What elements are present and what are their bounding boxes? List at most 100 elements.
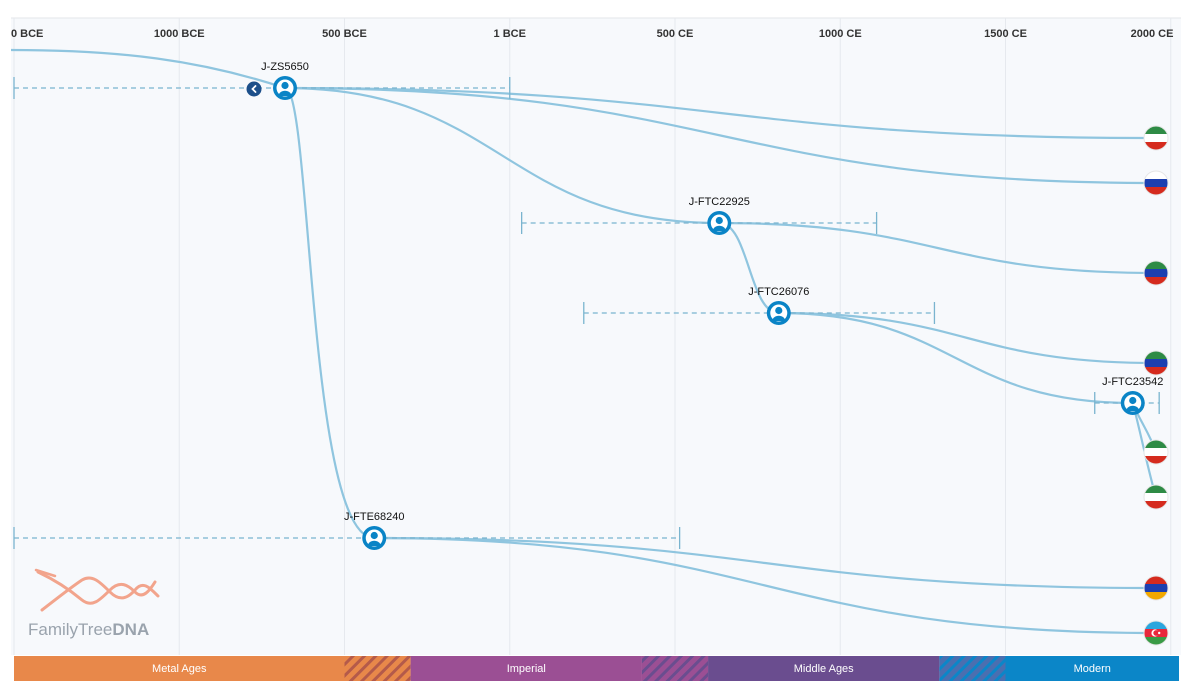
flag-stripes: [1144, 171, 1168, 195]
flag-border: [1143, 350, 1169, 376]
country-flags: [1143, 125, 1169, 646]
flag-azerbaijan-icon: [1143, 620, 1169, 646]
axis-tick-label: 2000 CE: [1131, 28, 1174, 40]
flag-stripe: [1144, 261, 1168, 270]
person-icon-body: [772, 315, 786, 321]
flag-armenia-icon: [1143, 575, 1169, 601]
flag-tatarstan-icon: [1143, 484, 1169, 510]
flag-border: [1143, 170, 1169, 196]
era-label: Imperial: [507, 663, 546, 675]
grid-lines: [13, 18, 1172, 655]
axis-tick-label: 500 BCE: [322, 28, 367, 40]
branch-line: [374, 536, 1157, 590]
flag-border: [1143, 484, 1169, 510]
dna-helix-icon: [34, 568, 160, 612]
tree-node[interactable]: J-ZS5650: [261, 61, 309, 100]
era-label: Metal Ages: [152, 663, 207, 675]
flag-stripes: [1144, 126, 1168, 150]
branch-lines: [10, 48, 1158, 635]
flag-stripe: [1144, 448, 1168, 457]
flag-stripe: [1144, 277, 1168, 285]
era-segment: [1005, 656, 1180, 681]
axis-tick-label: 0 BCE: [11, 28, 43, 40]
flag-border: [1143, 575, 1169, 601]
flag-stripe: [1144, 501, 1168, 509]
era-segment: [708, 656, 940, 681]
flag-border: [1143, 260, 1169, 286]
era-segment: [344, 656, 411, 681]
node-label: J-FTE68240: [344, 511, 405, 523]
flag-stripe: [1144, 493, 1168, 502]
familytreedna-logo: FamilyTreeDNA: [28, 568, 160, 639]
node-label: J-FTC22925: [689, 196, 750, 208]
flag-stripe: [1144, 367, 1168, 375]
back-button-circle: [246, 81, 262, 97]
flag-stripe: [1144, 485, 1168, 494]
flag-stripes: [1144, 576, 1168, 600]
flag-stripe: [1144, 142, 1168, 150]
flag-border: [1143, 620, 1169, 646]
age-ranges: [13, 77, 1160, 549]
branch-line: [285, 86, 720, 225]
node-label: J-ZS5650: [261, 61, 309, 73]
tree-node[interactable]: J-FTC26076: [748, 286, 809, 325]
branch-to-j-fte68240: [284, 86, 375, 540]
branch-line: [778, 311, 1133, 405]
flag-stripe: [1144, 576, 1168, 585]
flag-stripes: [1144, 440, 1168, 464]
plot-background: [11, 18, 1181, 655]
person-icon: [281, 81, 289, 90]
flag-stripes: [1144, 261, 1168, 285]
crescent-cut: [1153, 630, 1160, 636]
logo-text-familytree: FamilyTreeDNA: [28, 620, 149, 639]
branch-line: [374, 536, 1157, 635]
back-button[interactable]: [246, 81, 262, 97]
logo-word-familytree: FamilyTree: [28, 620, 112, 639]
flag-stripes: [1144, 351, 1168, 375]
flag-stripe: [1144, 134, 1168, 143]
tree-node[interactable]: J-FTC23542: [1102, 376, 1163, 415]
tree-nodes: J-ZS5650 J-FTC22925 J-FTC26076 J-FTC23542 J-…: [246, 61, 1163, 550]
flag-border: [1143, 439, 1169, 465]
tree-node[interactable]: J-FTC22925: [689, 196, 750, 235]
flag-stripe: [1144, 584, 1168, 593]
era-segment: [410, 656, 642, 681]
era-segment: [14, 656, 345, 681]
branch-line: [285, 86, 1157, 140]
axis-ticks: 0 BCE 1000 BCE 500 BCE 1 BCE 500 CE 1000 CE 15…: [11, 28, 1173, 40]
flag-border: [1143, 125, 1169, 151]
era-label: Modern: [1074, 663, 1111, 675]
flag-stripe: [1144, 592, 1168, 600]
flag-tatarstan-icon: [1143, 125, 1169, 151]
era-segment: [641, 656, 709, 681]
flag-russia-icon: [1143, 170, 1169, 196]
flag-stripe: [1144, 187, 1168, 195]
axis-tick-label: 1500 CE: [984, 28, 1027, 40]
flag-stripe: [1144, 179, 1168, 188]
chevron-left-icon: [251, 85, 257, 93]
flag-tatarstan-icon: [1143, 439, 1169, 465]
flag-stripe: [1144, 359, 1168, 368]
incoming-branch: [10, 48, 286, 90]
person-icon-body: [367, 540, 381, 546]
axis-tick-label: 1000 CE: [819, 28, 862, 40]
flag-stripe: [1144, 456, 1168, 464]
era-segment: [939, 656, 1006, 681]
flag-dagestan-icon: [1143, 260, 1169, 286]
person-icon: [1129, 396, 1137, 405]
era-label: Middle Ages: [794, 663, 854, 675]
flag-stripes: [1144, 485, 1168, 509]
axis-tick-label: 1 BCE: [494, 28, 526, 40]
era-bar: Metal Ages Imperial Middle Ages Modern: [14, 656, 1180, 681]
person-icon: [370, 531, 378, 540]
person-icon-body: [1126, 405, 1140, 411]
logo-word-dna: DNA: [112, 620, 149, 639]
axis-tick-label: 1000 BCE: [154, 28, 205, 40]
flag-dagestan-icon: [1143, 350, 1169, 376]
flag-stripe: [1144, 637, 1168, 645]
flag-stripe: [1144, 351, 1168, 360]
person-icon: [715, 216, 723, 225]
star-icon: [1158, 631, 1161, 635]
tree-node[interactable]: J-FTE68240: [344, 511, 405, 550]
